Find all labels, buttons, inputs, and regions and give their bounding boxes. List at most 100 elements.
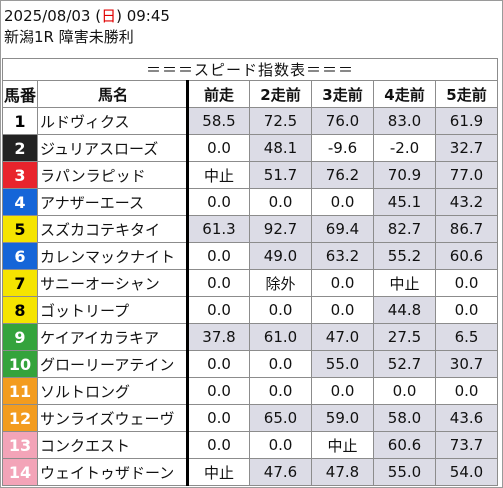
speed-index-cell: 60.6 bbox=[373, 431, 436, 459]
speed-index-cell: 中止 bbox=[187, 161, 250, 189]
table-row: 8 ゴットリープ 0.0 0.0 0.0 44.8 0.0 bbox=[2, 296, 498, 324]
table-row: 14 ウェイトゥザドーン 中止 47.6 47.8 55.0 54.0 bbox=[2, 458, 498, 486]
horse-number: 3 bbox=[2, 161, 38, 189]
horse-name: コンクエスト bbox=[37, 431, 189, 459]
horse-name: ケイアイカラキア bbox=[37, 323, 189, 351]
col-header-5back: 5走前 bbox=[435, 80, 498, 108]
speed-index-cell: 32.7 bbox=[435, 134, 498, 162]
race-datetime: 2025/08/03 (日) 09:45 bbox=[4, 6, 170, 27]
col-header-last: 前走 bbox=[187, 80, 250, 108]
speed-index-cell: 0.0 bbox=[249, 188, 312, 216]
speed-index-cell: 44.8 bbox=[373, 296, 436, 324]
speed-index-cell: 0.0 bbox=[311, 377, 374, 405]
horse-number: 11 bbox=[2, 377, 38, 405]
speed-index-cell: 59.0 bbox=[311, 404, 374, 432]
table-row: 5 スズカコテキタイ 61.3 92.7 69.4 82.7 86.7 bbox=[2, 215, 498, 243]
speed-index-cell: 0.0 bbox=[435, 269, 498, 297]
speed-index-cell: 55.2 bbox=[373, 242, 436, 270]
speed-index-cell: 76.2 bbox=[311, 161, 374, 189]
table-row: 3 ラパンラピッド 中止 51.7 76.2 70.9 77.0 bbox=[2, 161, 498, 189]
speed-index-cell: 58.5 bbox=[187, 107, 250, 135]
speed-index-cell: 0.0 bbox=[187, 188, 250, 216]
horse-number: 14 bbox=[2, 458, 38, 486]
speed-index-cell: 6.5 bbox=[435, 323, 498, 351]
speed-index-cell: 0.0 bbox=[187, 269, 250, 297]
horse-name: ラパンラピッド bbox=[37, 161, 189, 189]
speed-index-cell: 55.0 bbox=[373, 458, 436, 486]
speed-index-cell: 0.0 bbox=[435, 296, 498, 324]
col-header-3back: 3走前 bbox=[311, 80, 374, 108]
horse-name: ジュリアスローズ bbox=[37, 134, 189, 162]
race-header: 2025/08/03 (日) 09:45 新潟1R 障害未勝利 bbox=[4, 6, 170, 48]
date-text: 2025/08/03 ( bbox=[4, 7, 102, 25]
time-text: ) 09:45 bbox=[116, 7, 170, 25]
speed-index-cell: 43.6 bbox=[435, 404, 498, 432]
speed-index-cell: 中止 bbox=[373, 269, 436, 297]
speed-index-cell: 37.8 bbox=[187, 323, 250, 351]
speed-index-cell: 0.0 bbox=[373, 377, 436, 405]
horse-number: 5 bbox=[2, 215, 38, 243]
speed-index-cell: 0.0 bbox=[187, 134, 250, 162]
speed-index-cell: 除外 bbox=[249, 269, 312, 297]
speed-index-cell: 52.7 bbox=[373, 350, 436, 378]
horse-name: ゴットリープ bbox=[37, 296, 189, 324]
horse-number: 13 bbox=[2, 431, 38, 459]
table-row: 9 ケイアイカラキア 37.8 61.0 47.0 27.5 6.5 bbox=[2, 323, 498, 351]
speed-index-cell: 30.7 bbox=[435, 350, 498, 378]
speed-index-cell: -2.0 bbox=[373, 134, 436, 162]
speed-index-cell: 65.0 bbox=[249, 404, 312, 432]
speed-index-cell: 0.0 bbox=[187, 242, 250, 270]
speed-index-cell: 45.1 bbox=[373, 188, 436, 216]
table-row: 1 ルドヴィクス 58.5 72.5 76.0 83.0 61.9 bbox=[2, 107, 498, 135]
horse-name: サンライズウェーヴ bbox=[37, 404, 189, 432]
speed-index-cell: 0.0 bbox=[187, 377, 250, 405]
speed-index-cell: 63.2 bbox=[311, 242, 374, 270]
speed-index-cell: 0.0 bbox=[311, 296, 374, 324]
speed-index-cell: 27.5 bbox=[373, 323, 436, 351]
table-row: 13 コンクエスト 0.0 0.0 中止 60.6 73.7 bbox=[2, 431, 498, 459]
speed-index-cell: 0.0 bbox=[249, 296, 312, 324]
col-header-2back: 2走前 bbox=[249, 80, 312, 108]
speed-index-cell: 61.9 bbox=[435, 107, 498, 135]
horse-name: アナザーエース bbox=[37, 188, 189, 216]
speed-index-cell: 0.0 bbox=[249, 350, 312, 378]
speed-index-cell: 0.0 bbox=[311, 269, 374, 297]
horse-number: 2 bbox=[2, 134, 38, 162]
col-header-4back: 4走前 bbox=[373, 80, 436, 108]
horse-number: 6 bbox=[2, 242, 38, 270]
table-row: 10 グローリーアテイン 0.0 0.0 55.0 52.7 30.7 bbox=[2, 350, 498, 378]
horse-number: 9 bbox=[2, 323, 38, 351]
speed-index-cell: 60.6 bbox=[435, 242, 498, 270]
speed-index-cell: 43.2 bbox=[435, 188, 498, 216]
horse-name: ルドヴィクス bbox=[37, 107, 189, 135]
speed-index-cell: -9.6 bbox=[311, 134, 374, 162]
table-row: 4 アナザーエース 0.0 0.0 0.0 45.1 43.2 bbox=[2, 188, 498, 216]
table-row: 7 サニーオーシャン 0.0 除外 0.0 中止 0.0 bbox=[2, 269, 498, 297]
horse-number: 8 bbox=[2, 296, 38, 324]
horse-number: 1 bbox=[2, 107, 38, 135]
horse-number: 7 bbox=[2, 269, 38, 297]
speed-index-cell: 61.3 bbox=[187, 215, 250, 243]
horse-name: スズカコテキタイ bbox=[37, 215, 189, 243]
speed-index-cell: 83.0 bbox=[373, 107, 436, 135]
speed-index-cell: 0.0 bbox=[187, 404, 250, 432]
race-name: 新潟1R 障害未勝利 bbox=[4, 28, 134, 46]
speed-index-cell: 77.0 bbox=[435, 161, 498, 189]
horse-name: カレンマックナイト bbox=[37, 242, 189, 270]
speed-index-cell: 55.0 bbox=[311, 350, 374, 378]
table-row: 6 カレンマックナイト 0.0 49.0 63.2 55.2 60.6 bbox=[2, 242, 498, 270]
speed-index-cell: 0.0 bbox=[187, 431, 250, 459]
horse-number: 12 bbox=[2, 404, 38, 432]
horse-name: サニーオーシャン bbox=[37, 269, 189, 297]
speed-index-cell: 54.0 bbox=[435, 458, 498, 486]
speed-index-cell: 72.5 bbox=[249, 107, 312, 135]
speed-index-cell: 0.0 bbox=[249, 377, 312, 405]
speed-index-cell: 82.7 bbox=[373, 215, 436, 243]
speed-index-cell: 76.0 bbox=[311, 107, 374, 135]
speed-index-cell: 73.7 bbox=[435, 431, 498, 459]
speed-index-cell: 0.0 bbox=[435, 377, 498, 405]
horse-number: 10 bbox=[2, 350, 38, 378]
speed-index-cell: 中止 bbox=[187, 458, 250, 486]
table-row: 2 ジュリアスローズ 0.0 48.1 -9.6 -2.0 32.7 bbox=[2, 134, 498, 162]
speed-index-cell: 61.0 bbox=[249, 323, 312, 351]
